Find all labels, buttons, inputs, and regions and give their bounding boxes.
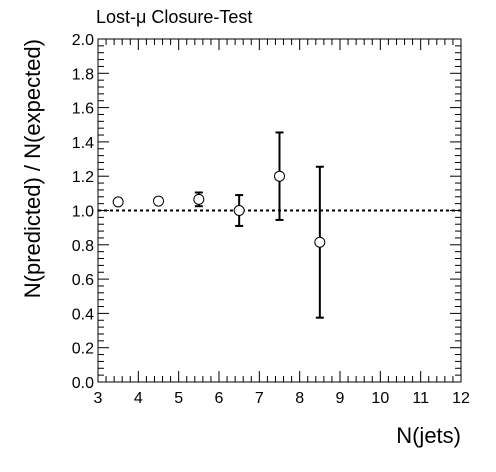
data-marker [233, 205, 245, 216]
data-point [193, 191, 205, 208]
data-point [233, 194, 245, 227]
x-tick-label: 5 [174, 390, 183, 407]
y-axis-title: N(predicted) / N(expected) [20, 39, 45, 298]
y-axis: 0.0 0.2 0.4 0.6 0.8 1.0 1.2 1.4 1.6 1.8 2.0 [72, 32, 461, 392]
x-axis-title: N(jets) [396, 423, 461, 448]
y-tick-label: 0.0 [72, 375, 94, 392]
data-point [314, 165, 326, 319]
x-tick-label: 4 [134, 390, 143, 407]
data-marker [193, 193, 205, 205]
x-axis: 3 4 5 6 7 8 9 10 11 12 [94, 39, 470, 407]
data-marker [314, 236, 326, 248]
y-tick-label: 0.2 [72, 341, 94, 358]
data-point [153, 195, 164, 207]
x-tick-label: 6 [215, 390, 224, 407]
y-tick-label: 1.0 [72, 204, 94, 221]
y-tick-label: 1.8 [72, 66, 94, 83]
x-tick-label: 10 [371, 390, 389, 407]
data-series [112, 131, 326, 319]
x-tick-label: 8 [295, 390, 304, 407]
y-tick-label: 0.4 [72, 306, 94, 323]
data-marker [112, 196, 124, 208]
y-tick-label: 1.6 [72, 101, 94, 118]
y-tick-label: 0.6 [72, 272, 94, 289]
x-tick-label: 12 [452, 390, 470, 407]
data-marker [153, 195, 164, 207]
x-tick-label: 9 [336, 390, 345, 407]
y-tick-label: 1.4 [72, 135, 94, 152]
y-tick-label: 1.2 [72, 169, 94, 186]
data-marker [274, 170, 285, 182]
x-tick-label: 11 [412, 390, 429, 407]
chart-title: Lost-μ Closure-Test [96, 7, 252, 27]
y-tick-label: 2.0 [72, 32, 94, 49]
x-tick-label: 3 [94, 390, 103, 407]
data-point [274, 131, 285, 221]
x-tick-label: 7 [255, 390, 264, 407]
y-tick-label: 0.8 [72, 238, 94, 255]
data-point [112, 196, 124, 208]
